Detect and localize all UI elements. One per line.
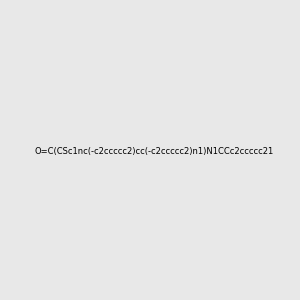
Text: O=C(CSc1nc(-c2ccccc2)cc(-c2ccccc2)n1)N1CCc2ccccc21: O=C(CSc1nc(-c2ccccc2)cc(-c2ccccc2)n1)N1C… [34,147,273,156]
